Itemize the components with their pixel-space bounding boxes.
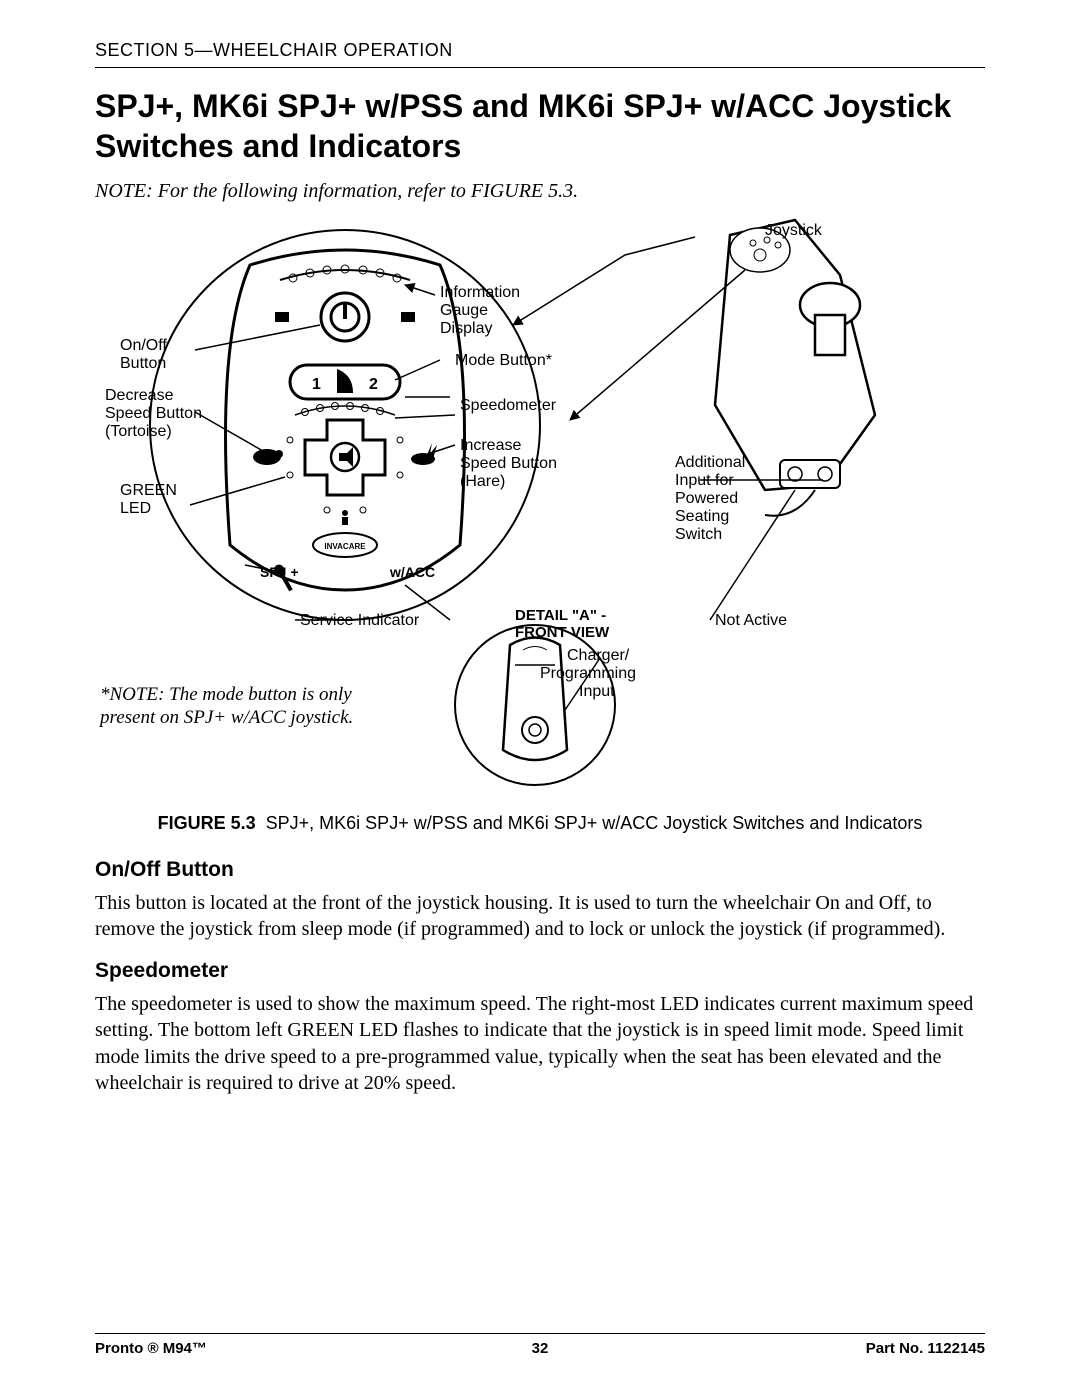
svg-text:(Tortoise): (Tortoise) [105,423,172,440]
svg-text:Switch: Switch [675,526,722,543]
svg-text:GREEN: GREEN [120,482,177,499]
svg-text:INVACARE: INVACARE [324,542,366,551]
figure-5-3: 1 2 [95,215,985,795]
svg-text:present on SPJ+ w/ACC joystick: present on SPJ+ w/ACC joystick. [98,707,353,728]
subhead-speedometer: Speedometer [95,959,985,983]
footer-page-number: 32 [95,1340,985,1357]
svg-text:Gauge: Gauge [440,302,488,319]
svg-text:Additional: Additional [675,454,745,471]
figure-caption: FIGURE 5.3 SPJ+, MK6i SPJ+ w/PSS and MK6… [95,813,985,834]
footer-rule [95,1333,985,1334]
svg-text:Speedometer: Speedometer [460,397,557,414]
svg-text:LED: LED [120,500,151,517]
svg-text:On/Off: On/Off [120,337,167,354]
svg-text:(Hare): (Hare) [460,473,505,490]
joystick-side-view [715,220,875,516]
svg-text:Seating: Seating [675,508,729,525]
svg-text:Joystick: Joystick [765,222,823,239]
mode-button: 1 2 [290,365,400,399]
person-icon [342,510,348,525]
svg-text:2: 2 [369,376,378,393]
para-onoff: This button is located at the front of t… [95,890,985,943]
page-title: SPJ+, MK6i SPJ+ w/PSS and MK6i SPJ+ w/AC… [95,86,985,166]
svg-text:Display: Display [440,320,492,337]
svg-text:1: 1 [312,376,321,393]
svg-text:Increase: Increase [460,437,521,454]
svg-text:Powered: Powered [675,490,738,507]
figure-note: NOTE: For the following information, ref… [95,180,985,203]
svg-text:Information: Information [440,284,520,301]
svg-text:Not Active: Not Active [715,612,787,629]
figure-number: FIGURE 5.3 [158,813,256,833]
svg-text:Charger/: Charger/ [567,647,630,664]
svg-text:DETAIL "A" -: DETAIL "A" - [515,607,606,624]
svg-text:Programming: Programming [540,665,636,682]
svg-text:Input: Input [579,683,615,700]
svg-text:Speed Button: Speed Button [105,405,202,422]
subhead-onoff: On/Off Button [95,858,985,882]
section-header: SECTION 5—WHEELCHAIR OPERATION [95,40,985,61]
header-rule [95,67,985,68]
svg-text:Input for: Input for [675,472,734,489]
svg-text:*NOTE: The mode button is only: *NOTE: The mode button is only [100,684,352,705]
svg-text:FRONT VIEW: FRONT VIEW [515,624,610,641]
svg-text:Mode Button*: Mode Button* [455,352,552,369]
svg-text:Decrease: Decrease [105,387,174,404]
svg-text:Button: Button [120,355,166,372]
svg-text:w/ACC: w/ACC [389,564,435,580]
svg-text:Speed Button: Speed Button [460,455,557,472]
para-speedometer: The speedometer is used to show the maxi… [95,991,985,1097]
figure-caption-text: SPJ+, MK6i SPJ+ w/PSS and MK6i SPJ+ w/AC… [266,813,923,833]
svg-text:Service Indicator: Service Indicator [300,612,420,629]
page-footer: Pronto ® M94™ 32 Part No. 1122145 [95,1333,985,1357]
